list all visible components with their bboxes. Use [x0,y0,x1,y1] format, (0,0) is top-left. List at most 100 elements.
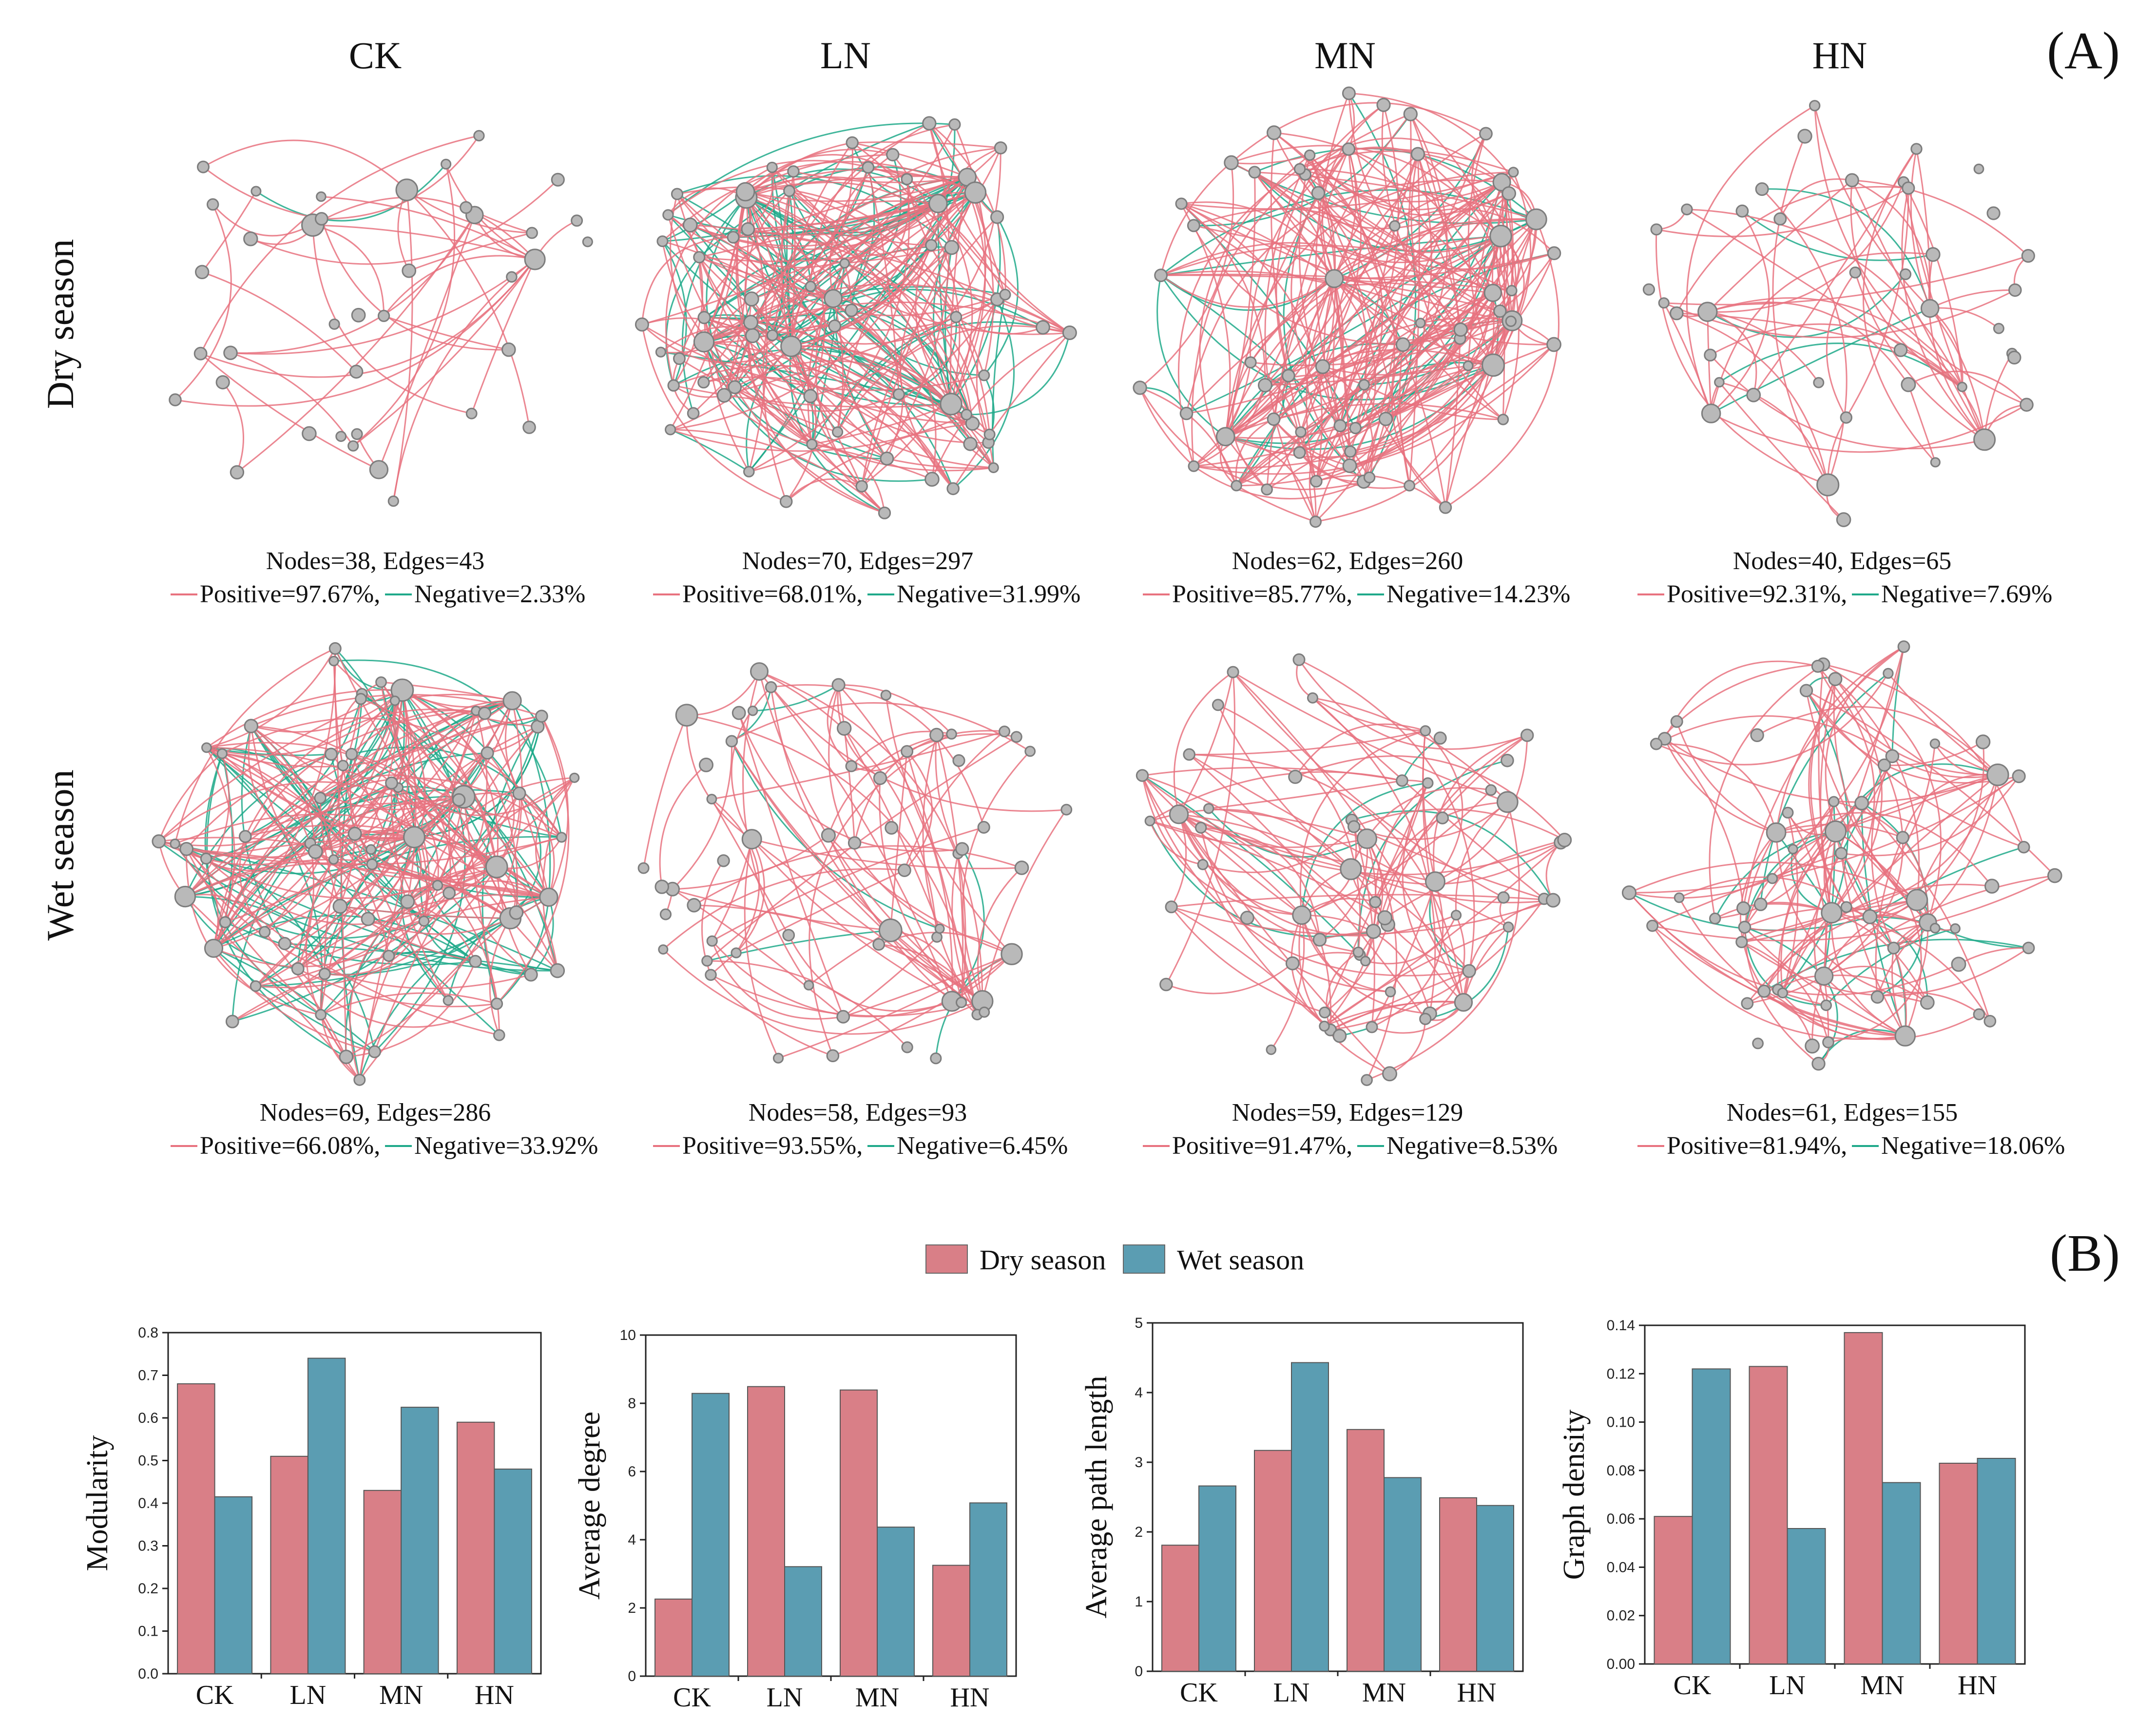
network-node [1410,147,1425,161]
network-node [963,437,978,451]
network-node [400,894,415,909]
positive-edge [1852,179,2029,257]
positive-edge [711,799,789,936]
panel-b-bar-charts: (B) Dry season Wet season 0.00.10.20.30.… [81,1224,2120,1713]
network-node [490,997,503,1010]
positive-edge [1165,672,1235,985]
positive-edge [213,859,334,949]
legend-swatch-dry [925,1244,968,1274]
network-node [1546,337,1561,352]
positive-edge [1318,192,1493,294]
negative-edge [333,659,562,838]
network-node [930,1052,942,1065]
positive-edge [1201,827,1321,940]
positive-edge [670,203,939,431]
positive-edge [1719,382,1829,485]
network-node [1363,471,1376,484]
y-tick-label: 3 [1135,1454,1143,1471]
network-node [934,923,945,934]
network-node [1893,343,1908,357]
network-node [1805,1038,1820,1054]
network-node [735,182,755,202]
positive-edge [248,726,316,852]
network-node [1674,892,1685,903]
network-node [1525,208,1547,230]
positive-edge [844,262,973,424]
positive-edge [312,224,536,260]
positive-edge [1309,154,1502,210]
positive-edge [213,948,375,1052]
y-axis-label: Average degree [573,1412,606,1600]
positive-edge [838,684,953,1002]
network-node [826,1049,840,1062]
network-node [1332,1029,1347,1043]
positive-edge [861,216,998,487]
positive-edge [504,700,520,794]
network-node [892,388,905,401]
positive-edge [937,203,1070,334]
network-node [1340,858,1362,880]
positive-edge [770,687,953,1002]
network-node [318,968,331,980]
positive-edge [1189,754,1509,928]
positive-edge [1835,831,1871,917]
positive-edge [711,940,844,1020]
bar-ck-wet [1692,1368,1731,1664]
network-node [1361,1074,1373,1086]
network-node [706,794,717,804]
network-node [1984,879,2000,894]
network-node [837,721,852,736]
positive-edge [1902,774,1998,838]
positive-edge [315,851,369,919]
network-node [1014,860,1029,875]
network-node [216,748,228,759]
legend-negative-text: Negative=31.99% [897,580,1080,608]
positive-edge [1385,219,1537,420]
negative-edge [1351,810,1554,901]
network-node [1024,745,1036,757]
positive-edge [977,867,1022,1002]
bar-chart-graph-density: 0.00 0.02 0.04 0.06 0.08 0.10 0.12 0.14 Graph de… [1558,1318,2026,1701]
positive-edge [1772,756,1893,879]
positive-edge [1236,278,1344,487]
network-node [1342,142,1356,156]
positive-edge [1299,168,1446,508]
network-stats: Nodes=62, Edges=260 [1232,547,1463,575]
positive-edge [890,929,962,1003]
positive-edge [955,316,1043,335]
network-node [1894,1025,1916,1047]
network-node [1545,893,1560,908]
positive-edge [1217,705,1351,870]
positive-edge [200,135,480,354]
y-tick-label: 0.12 [1607,1366,1635,1382]
network-node [1920,995,1935,1010]
positive-edge [1231,145,1502,237]
bar-ln-wet [784,1566,822,1677]
negative-edge [380,682,549,898]
network-node [697,376,710,389]
network-node [551,172,565,187]
positive-edge [1178,813,1332,1030]
network-node [717,854,730,867]
bar-mn-wet [877,1527,915,1677]
positive-edge [1861,803,1991,1022]
network-node [1521,728,1534,742]
network-node [1420,725,1431,737]
network-node [1642,283,1655,296]
network-node [846,136,859,150]
positive-edge [915,192,976,405]
positive-edge [1761,189,1848,485]
positive-edge [186,849,321,1015]
network-wet-season-hn: Nodes=61, Edges=155 Positive=81.94%, Negat… [1621,640,2065,1160]
legend-positive-text: Positive=92.31%, [1667,580,1847,608]
network-node [872,938,886,951]
positive-edge [1250,362,1301,453]
positive-edge [738,712,844,1017]
positive-edge [174,843,531,990]
positive-edge [904,751,933,871]
x-tick-label: CK [1674,1670,1712,1701]
y-tick-label: 0.0 [138,1666,158,1682]
network-node [1782,806,1794,819]
network-node [783,185,795,197]
network-node [656,235,669,248]
